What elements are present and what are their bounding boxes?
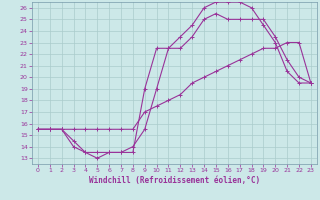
X-axis label: Windchill (Refroidissement éolien,°C): Windchill (Refroidissement éolien,°C) (89, 176, 260, 185)
